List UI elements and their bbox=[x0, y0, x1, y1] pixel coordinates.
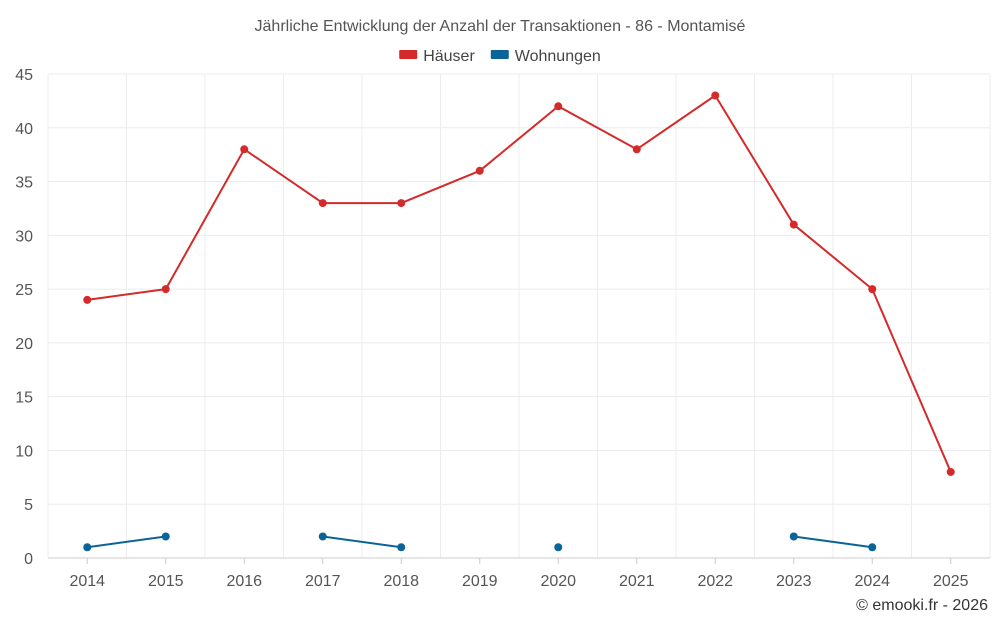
y-tick-label-35: 35 bbox=[15, 175, 33, 192]
x-axis: 2014 2015 2016 2017 2018 2019 2020 2021 2022 2023… bbox=[48, 557, 990, 590]
x-tick-label-2015: 2015 bbox=[148, 573, 184, 590]
series-0-point-2022 bbox=[711, 91, 720, 100]
y-tick-label-45: 45 bbox=[15, 67, 33, 84]
series-layer bbox=[83, 91, 955, 552]
y-axis: 0 5 10 15 20 25 30 35 40 45 bbox=[15, 67, 33, 568]
series-1-point-2024 bbox=[868, 543, 877, 552]
y-tick-label-20: 20 bbox=[15, 336, 33, 353]
legend: Häuser Wohnungen bbox=[399, 48, 601, 65]
series-0-point-2017 bbox=[318, 199, 327, 208]
series-1-point-2023 bbox=[789, 532, 798, 541]
y-tick-label-10: 10 bbox=[15, 443, 33, 460]
credit-text: © emooki.fr - 2026 bbox=[856, 597, 988, 614]
legend-swatch-1 bbox=[490, 50, 509, 59]
y-tick-label-5: 5 bbox=[24, 497, 33, 514]
x-tick-label-2014: 2014 bbox=[69, 573, 105, 590]
y-tick-label-25: 25 bbox=[15, 282, 33, 299]
series-1-line-1 bbox=[322, 535, 402, 549]
x-tick-label-2019: 2019 bbox=[462, 573, 498, 590]
y-tick-label-40: 40 bbox=[15, 121, 33, 138]
series-1-line-3 bbox=[793, 535, 873, 549]
series-0-point-2021 bbox=[632, 145, 641, 154]
legend-label-0: Häuser bbox=[423, 48, 475, 65]
legend-swatch-0 bbox=[399, 50, 418, 59]
x-tick-label-2024: 2024 bbox=[854, 573, 890, 590]
series-0-point-2015 bbox=[161, 285, 170, 294]
series-0-point-2019 bbox=[475, 166, 484, 175]
x-tick-label-2017: 2017 bbox=[305, 573, 341, 590]
series-0-point-2025 bbox=[946, 467, 955, 476]
x-tick-label-2025: 2025 bbox=[933, 573, 969, 590]
x-tick-label-2020: 2020 bbox=[540, 573, 576, 590]
series-0-point-2024 bbox=[868, 285, 877, 294]
x-tick-label-2023: 2023 bbox=[776, 573, 812, 590]
series-0-line-0 bbox=[87, 94, 952, 473]
series-1-point-2018 bbox=[397, 543, 406, 552]
x-tick-label-2018: 2018 bbox=[383, 573, 419, 590]
series-1-line-0 bbox=[87, 535, 166, 549]
series-1-point-2020 bbox=[554, 543, 563, 552]
y-tick-label-15: 15 bbox=[15, 390, 33, 407]
x-tick-label-2022: 2022 bbox=[697, 573, 733, 590]
series-1-point-2015 bbox=[161, 532, 170, 541]
series-1-point-2014 bbox=[83, 543, 92, 552]
x-tick-label-2016: 2016 bbox=[226, 573, 262, 590]
y-tick-label-0: 0 bbox=[24, 551, 33, 568]
series-1-point-2017 bbox=[318, 532, 327, 541]
series-0-point-2018 bbox=[397, 199, 406, 208]
series-0-point-2016 bbox=[240, 145, 249, 154]
series-0-point-2020 bbox=[554, 102, 563, 111]
series-0-point-2023 bbox=[789, 220, 798, 229]
chart-title: Jährliche Entwicklung der Anzahl der Tra… bbox=[255, 18, 746, 35]
x-tick-label-2021: 2021 bbox=[619, 573, 655, 590]
y-tick-label-30: 30 bbox=[15, 228, 33, 245]
series-0-point-2014 bbox=[83, 295, 92, 304]
grid bbox=[47, 73, 991, 559]
legend-label-1: Wohnungen bbox=[515, 48, 601, 65]
